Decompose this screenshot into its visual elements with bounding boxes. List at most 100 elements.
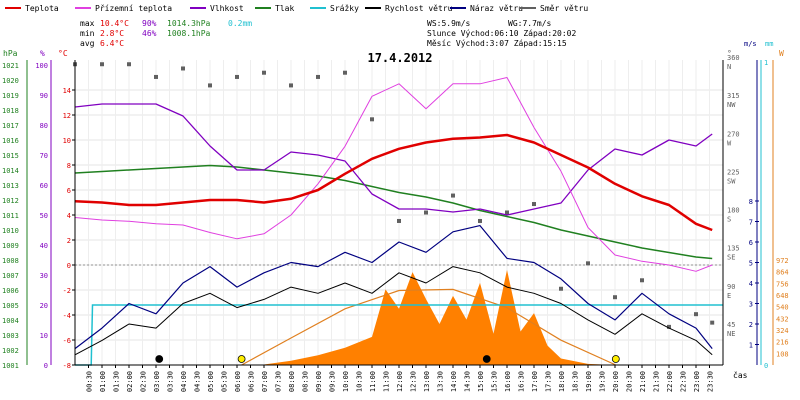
wind-direction-point	[235, 74, 239, 79]
legend: Teplota Přízemní teplota Vlhkost Tlak Srážky…	[5, 4, 588, 13]
hpa-tick-label: 1018	[2, 107, 19, 115]
hpa-tick-label: 1020	[2, 77, 19, 85]
stats-moon: Měsíc Východ:3:07 Západ:15:15	[427, 39, 567, 48]
w-unit: W	[779, 49, 784, 58]
pct-tick-label: 40	[40, 242, 48, 250]
w-tick-label: 864	[776, 269, 789, 277]
dir-tick-label: 315	[727, 92, 740, 100]
x-tick-label: 13:30	[437, 371, 445, 392]
pressure-line	[74, 164, 713, 260]
ms-tick-label: 6	[749, 239, 753, 247]
wind-direction-point	[478, 218, 482, 223]
dir-tick-label: 360	[727, 54, 740, 62]
hpa-tick-label: 1011	[2, 212, 19, 220]
dir-tick-name: SE	[727, 254, 735, 262]
stats-pressure: 1014.3hPa	[167, 19, 211, 28]
sun-rise-marker	[237, 355, 246, 363]
x-tick-label: 04:00	[180, 371, 188, 392]
wind-direction-point	[397, 218, 401, 223]
x-tick-label: 11:30	[383, 371, 391, 392]
x-tick-label: 08:30	[302, 371, 310, 392]
temp-tick-label: 4	[67, 212, 71, 220]
wind-direction-point	[451, 193, 455, 198]
w-tick-label: 216	[776, 339, 789, 347]
x-tick-label: 21:30	[653, 371, 661, 392]
legend-label: Přízemní teplota	[95, 4, 172, 13]
mm-tick-label: 1	[764, 59, 768, 67]
wind-direction-point	[667, 324, 671, 329]
moon-set-marker	[482, 355, 491, 363]
pct-tick-label: 60	[40, 182, 48, 190]
stats-wind-speed: WS:5.9m/s	[427, 19, 471, 28]
legend-label: Náraz větru	[470, 4, 523, 13]
chart-marks	[73, 62, 723, 366]
w-tick-label: 972	[776, 257, 789, 265]
x-tick-label: 15:00	[477, 371, 485, 392]
ms-tick-label: 3	[749, 301, 753, 309]
wind-direction-point	[316, 74, 320, 79]
axes: hPa% °C1021102010191018101710161015101410…	[2, 40, 789, 392]
hpa-tick-label: 1005	[2, 302, 19, 310]
wind-direction-point	[710, 320, 715, 325]
wind-direction-point	[181, 66, 185, 71]
stats-label: avg	[80, 39, 95, 48]
ms-unit: m/s	[744, 40, 757, 48]
x-tick-label: 12:00	[396, 371, 404, 392]
deg-unit: °	[727, 49, 732, 58]
stats-panel: max 10.4°C 90% 1014.3hPa 0.2mm min 2.8°C 46% 100…	[80, 19, 576, 48]
pct-tick-label: 10	[40, 332, 48, 340]
hpa-tick-label: 1007	[2, 272, 19, 280]
mm-unit: mm	[765, 40, 773, 48]
dir-tick-name: NW	[727, 101, 736, 109]
x-tick-label: 09:00	[315, 371, 323, 392]
wind-direction-point	[127, 62, 131, 67]
stats-rain: 0.2mm	[228, 19, 252, 28]
x-tick-label: 23:00	[693, 371, 701, 392]
wind-direction-point	[613, 295, 617, 300]
stats-temp: 2.8°C	[100, 29, 124, 38]
x-tick-label: 21:00	[639, 371, 647, 392]
x-tick-label: 06:30	[248, 371, 256, 392]
stats-label: max	[80, 19, 95, 28]
hpa-tick-label: 1019	[2, 92, 19, 100]
temp-unit: °C	[58, 49, 68, 58]
x-tick-label: 19:00	[585, 371, 593, 392]
wind-direction-point	[289, 83, 293, 88]
hpa-tick-label: 1002	[2, 347, 19, 355]
stats-temp: 6.4°C	[100, 39, 124, 48]
dir-tick-name: SW	[727, 177, 736, 185]
x-tick-label: 18:30	[572, 371, 580, 392]
x-tick-label: 10:00	[342, 371, 350, 392]
wind-speed-line	[74, 266, 713, 356]
x-tick-label: 17:30	[545, 371, 553, 392]
pct-tick-label: 100	[35, 62, 48, 70]
wind-direction-point	[586, 261, 590, 266]
ms-tick-label: 1	[749, 342, 753, 350]
pct-unit: %	[40, 49, 45, 58]
pct-tick-label: 80	[40, 122, 48, 130]
x-tick-label: 00:30	[86, 371, 94, 392]
dir-tick-name: E	[727, 292, 731, 300]
stats-wind-gust: WG:7.7m/s	[508, 19, 552, 28]
x-tick-label: 15:30	[491, 371, 499, 392]
hpa-tick-label: 1010	[2, 227, 19, 235]
temp-tick-label: 6	[67, 187, 71, 195]
stats-temp: 10.4°C	[100, 19, 129, 28]
x-tick-label: 07:30	[275, 371, 283, 392]
temp-tick-label: 8	[67, 162, 71, 170]
x-tick-label: 09:30	[329, 371, 337, 392]
x-tick-label: 23:30	[707, 371, 715, 392]
pct-tick-label: 70	[40, 152, 48, 160]
wind-direction-point	[100, 62, 104, 67]
x-tick-label: 07:00	[261, 371, 269, 392]
x-tick-label: 18:00	[558, 371, 566, 392]
hpa-tick-label: 1016	[2, 137, 19, 145]
temp-tick-label: 2	[67, 237, 71, 245]
hpa-tick-label: 1003	[2, 332, 19, 340]
wind-direction-point	[640, 278, 644, 283]
x-tick-label: 14:00	[450, 371, 458, 392]
dir-tick-label: 45	[727, 321, 735, 329]
hpa-tick-label: 1001	[2, 362, 19, 370]
temp-tick-label: -4	[63, 312, 71, 320]
